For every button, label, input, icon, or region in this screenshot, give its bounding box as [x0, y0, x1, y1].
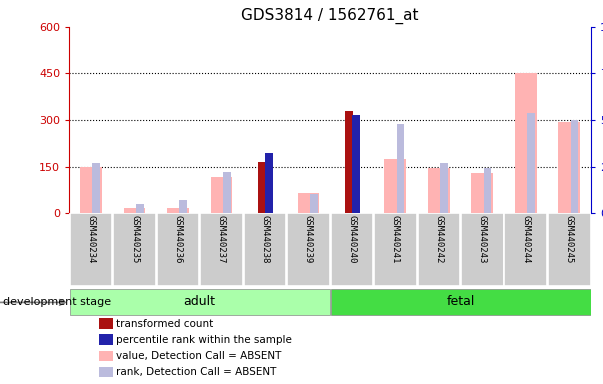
- Text: GSM440234: GSM440234: [87, 215, 96, 264]
- Text: transformed count: transformed count: [116, 319, 213, 329]
- Text: GSM440235: GSM440235: [130, 215, 139, 264]
- Bar: [428, 168, 450, 213]
- Bar: [223, 172, 230, 213]
- Bar: [80, 167, 102, 213]
- Text: GSM440244: GSM440244: [521, 215, 530, 264]
- Text: rank, Detection Call = ABSENT: rank, Detection Call = ABSENT: [116, 367, 277, 377]
- Bar: [265, 152, 273, 213]
- Bar: [558, 122, 580, 213]
- Text: GSM440236: GSM440236: [174, 215, 183, 264]
- Bar: [527, 113, 535, 213]
- Text: GSM440241: GSM440241: [391, 215, 400, 264]
- Bar: [70, 290, 330, 315]
- Bar: [330, 213, 373, 286]
- Bar: [570, 120, 578, 213]
- Bar: [374, 213, 417, 286]
- Bar: [124, 209, 145, 213]
- Bar: [484, 169, 491, 213]
- Bar: [505, 213, 547, 286]
- Bar: [352, 115, 360, 213]
- Text: development stage: development stage: [3, 297, 111, 308]
- Bar: [472, 173, 493, 213]
- Bar: [244, 213, 286, 286]
- Text: GSM440239: GSM440239: [304, 215, 313, 264]
- Text: GSM440242: GSM440242: [434, 215, 443, 264]
- Bar: [200, 213, 243, 286]
- Text: adult: adult: [184, 295, 216, 308]
- Bar: [310, 195, 318, 213]
- Text: GSM440238: GSM440238: [260, 215, 270, 264]
- Bar: [440, 163, 448, 213]
- Bar: [167, 209, 189, 213]
- Bar: [461, 213, 504, 286]
- Bar: [515, 73, 537, 213]
- Bar: [92, 163, 100, 213]
- Text: percentile rank within the sample: percentile rank within the sample: [116, 335, 292, 345]
- Bar: [385, 159, 406, 213]
- Text: GSM440243: GSM440243: [478, 215, 487, 264]
- Text: GSM440245: GSM440245: [564, 215, 573, 264]
- Bar: [70, 213, 112, 286]
- Bar: [157, 213, 200, 286]
- Bar: [548, 213, 590, 286]
- Bar: [346, 111, 353, 213]
- Text: GSM440237: GSM440237: [217, 215, 226, 264]
- Title: GDS3814 / 1562761_at: GDS3814 / 1562761_at: [241, 8, 419, 24]
- Bar: [136, 204, 144, 213]
- Bar: [297, 193, 319, 213]
- Bar: [417, 213, 460, 286]
- Bar: [259, 162, 267, 213]
- Bar: [397, 124, 405, 213]
- Bar: [113, 213, 156, 286]
- Text: fetal: fetal: [446, 295, 475, 308]
- Bar: [330, 290, 590, 315]
- Text: value, Detection Call = ABSENT: value, Detection Call = ABSENT: [116, 351, 282, 361]
- Bar: [210, 177, 232, 213]
- Bar: [179, 200, 187, 213]
- Bar: [287, 213, 330, 286]
- Text: GSM440240: GSM440240: [347, 215, 356, 264]
